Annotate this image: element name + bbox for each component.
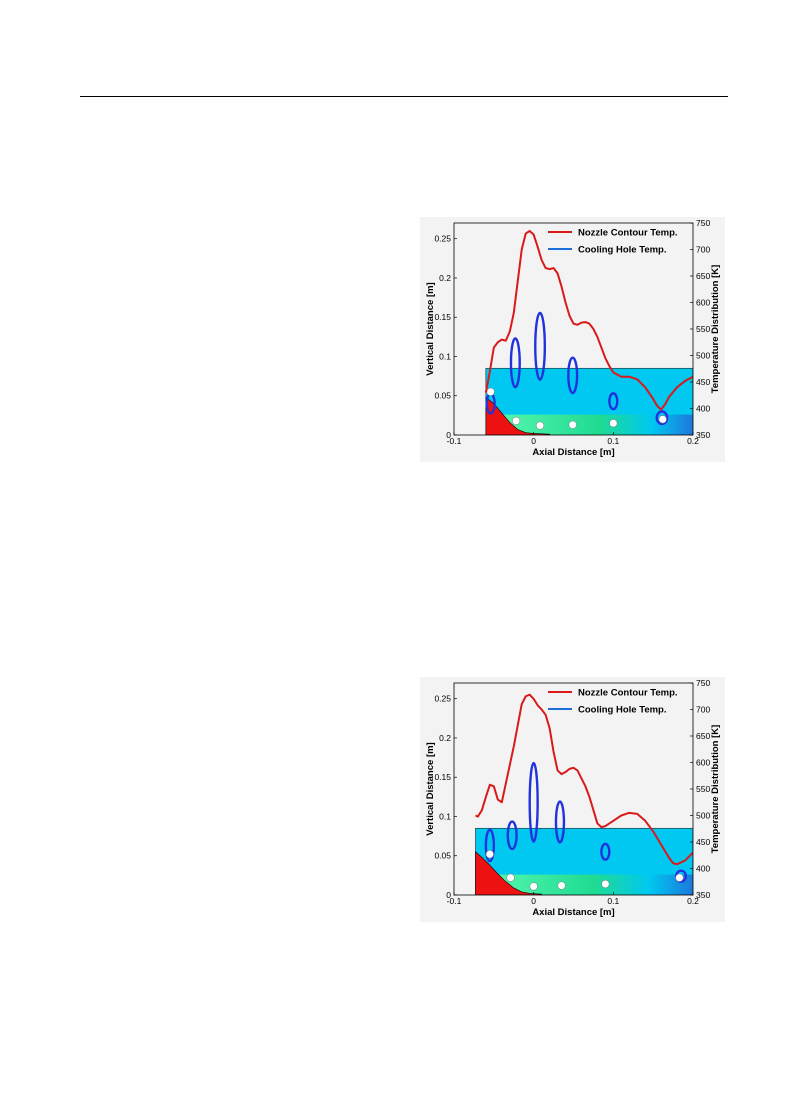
cooling-hole-contour [506,820,518,851]
cooling-hole-contour [534,311,547,381]
cooling-hole-contour [655,410,669,426]
y-tick-label: 0.05 [434,391,451,401]
x-tick-label: 0 [531,436,536,446]
y-tick-label: 0.25 [434,694,451,704]
chart-svg-1: 0 0.05 0.1 0.15 0.2 0.25 350 400 450 500 550 600 650… [425,218,721,458]
y2-tick-label: 500 [696,351,710,361]
page-header-rule [80,96,728,97]
flow-field [485,414,693,435]
y2-tick-label: 650 [696,731,710,741]
y2-tick-label: 450 [696,837,710,847]
x-tick-label: -0.1 [447,436,462,446]
y2-axis-label: Temperature Distribution [K] [710,725,721,854]
x-tick-label: 0 [531,896,536,906]
cooling-hole-contour [567,356,579,395]
cooling-hole-marker [557,881,566,890]
legend-label: Nozzle Contour Temp. [578,228,678,239]
y-axis-label: Vertical Distance [m] [425,742,436,835]
cooling-hole-marker [485,850,494,859]
cooling-hole-contour [608,392,619,411]
y-tick-label: 0.1 [439,351,451,361]
cooling-hole-contour [554,800,566,844]
y-tick-label: 0 [446,430,451,440]
figure-1: 0 0.05 0.1 0.15 0.2 0.25 350 400 450 500 550 600 650… [420,217,725,462]
legend-label: Nozzle Contour Temp. [578,688,678,699]
cooling-hole-marker [529,882,538,891]
cooling-hole-marker [512,416,521,425]
legend-label: Cooling Hole Temp. [578,705,667,716]
y2-tick-label: 400 [696,404,710,414]
flow-field [475,874,693,895]
plot-area [475,693,693,895]
y2-tick-label: 750 [696,218,710,228]
legend: Nozzle Contour Temp. Cooling Hole Temp. [548,228,678,256]
cooling-hole-marker [486,387,495,396]
cooling-hole-marker [535,421,545,430]
y2-tick-label: 550 [696,324,710,334]
y2-tick-label: 350 [696,890,710,900]
y2-axis-label: Temperature Distribution [K] [710,265,721,394]
chart-svg-2: 0 0.05 0.1 0.15 0.2 0.25 350 400 450 500 550 600 650… [425,678,721,918]
series-line-nozzle-contour-temp [475,693,693,866]
cooling-hole-marker [675,873,684,882]
y-tick-label: 0 [446,890,451,900]
y-tick-label: 0.15 [434,772,451,782]
y2-tick-label: 600 [696,758,710,768]
y2-tick-label: 650 [696,271,710,281]
y-tick-label: 0.15 [434,312,451,322]
plot-area [484,229,693,435]
cooling-hole-contour [484,828,496,863]
legend-label: Cooling Hole Temp. [578,245,667,256]
y2-tick-label: 350 [696,430,710,440]
y2-tick-label: 550 [696,784,710,794]
y2-tick-label: 700 [696,705,710,715]
y-tick-label: 0.05 [434,851,451,861]
series-line-nozzle-contour-temp [484,229,693,411]
y2-tick-label: 600 [696,298,710,308]
y2-tick-label: 450 [696,377,710,387]
y2-tick-label: 700 [696,245,710,255]
y2-tick-label: 750 [696,678,710,688]
x-tick-label: 0.2 [687,896,699,906]
cooling-hole-marker [658,415,667,424]
y-tick-label: 0.1 [439,811,451,821]
cooling-hole-contour [509,337,521,389]
nozzle-wall [475,851,542,895]
y-axis-label: Vertical Distance [m] [425,282,436,375]
y2-tick-label: 500 [696,811,710,821]
x-tick-label: 0.2 [687,436,699,446]
x-axis-label: Axial Distance [m] [532,907,614,918]
nozzle-wall [485,396,550,435]
cooling-hole-marker [609,419,618,428]
cooling-hole-marker [601,879,610,889]
x-tick-label: 0.1 [607,896,619,906]
y-tick-label: 0.2 [439,733,451,743]
y2-tick-label: 400 [696,864,710,874]
legend: Nozzle Contour Temp. Cooling Hole Temp. [548,688,678,716]
x-tick-label: 0.1 [607,436,619,446]
y-tick-label: 0.2 [439,273,451,283]
y-tick-label: 0.25 [434,234,451,244]
cooling-hole-contour [528,761,539,843]
cooling-hole-marker [506,873,515,882]
cooling-hole-contour [600,842,611,861]
x-tick-label: -0.1 [447,896,462,906]
cooling-hole-marker [568,420,577,429]
figure-2: 0 0.05 0.1 0.15 0.2 0.25 350 400 450 500 550 600 650… [420,677,725,922]
x-axis-label: Axial Distance [m] [532,447,614,458]
